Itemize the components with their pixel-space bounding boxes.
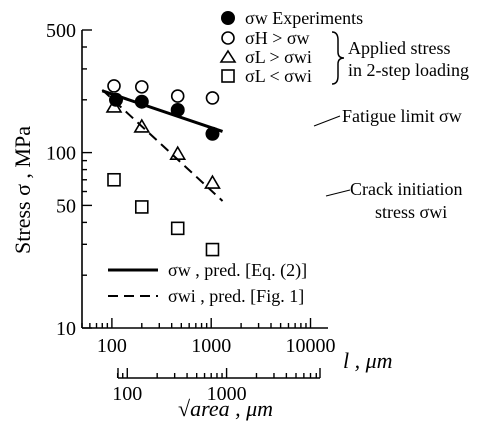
point-open-triangle (171, 147, 185, 159)
point-experiment (135, 95, 149, 109)
y-tick-label: 50 (56, 195, 76, 217)
x-axis-label-secondary: √area , μm (178, 396, 273, 421)
x-tick-label: 100 (97, 335, 127, 357)
legend-top: σw Experiments σH > σw σL > σwi σL < σwi… (221, 8, 469, 86)
point-experiment (171, 103, 185, 117)
y-tick-label: 500 (46, 20, 76, 42)
x-tick-label: 10000 (286, 335, 336, 357)
annotation-fatigue-pointer (314, 116, 340, 126)
point-open-circle (206, 92, 218, 104)
legend-brace-label-2: in 2-step loading (348, 60, 469, 80)
annotation-crack-line1: Crack initiation (350, 179, 462, 199)
legend-marker-open-circle (222, 32, 234, 44)
point-open-circle (108, 80, 120, 92)
annotation-crack-line2: stress σwi (375, 202, 447, 222)
legend-marker-filled-circle (221, 11, 235, 25)
point-open-circle (136, 81, 148, 93)
point-open-circle (172, 90, 184, 102)
x-axis-label-primary: l , μm (343, 348, 393, 373)
legend-brace-label-1: Applied stress (348, 38, 451, 58)
annotation-crack-pointer (326, 190, 350, 196)
legend-label-sh: σH > σw (245, 28, 310, 48)
x-tick-label: 1000 (191, 335, 231, 357)
point-open-square (108, 174, 120, 186)
legend-bottom: σw , pred. [Eq. (2)] σwi , pred. [Fig. 1… (108, 260, 307, 306)
legend-marker-open-triangle (221, 51, 235, 62)
legend-label-sl-gt: σL > σwi (245, 47, 312, 67)
legend-label-sl-lt: σL < σwi (245, 66, 312, 86)
x2-tick-label: 100 (112, 383, 142, 405)
legend-marker-open-square (222, 70, 234, 82)
legend-brace (332, 32, 344, 84)
annotation-fatigue-limit: Fatigue limit σw (342, 106, 462, 126)
point-open-triangle (205, 176, 219, 188)
point-experiment (205, 127, 219, 141)
legend-label-experiments: σw Experiments (245, 8, 363, 28)
point-open-square (172, 222, 184, 234)
y-tick-label: 10 (56, 318, 76, 340)
data-points (107, 80, 219, 256)
point-open-square (206, 244, 218, 256)
legend-label-dashed: σwi , pred. [Fig. 1] (168, 286, 304, 306)
y-tick-label: 100 (46, 143, 76, 165)
y-axis-label: Stress σ , MPa (10, 126, 35, 254)
point-open-square (136, 201, 148, 213)
legend-label-solid: σw , pred. [Eq. (2)] (168, 260, 307, 281)
